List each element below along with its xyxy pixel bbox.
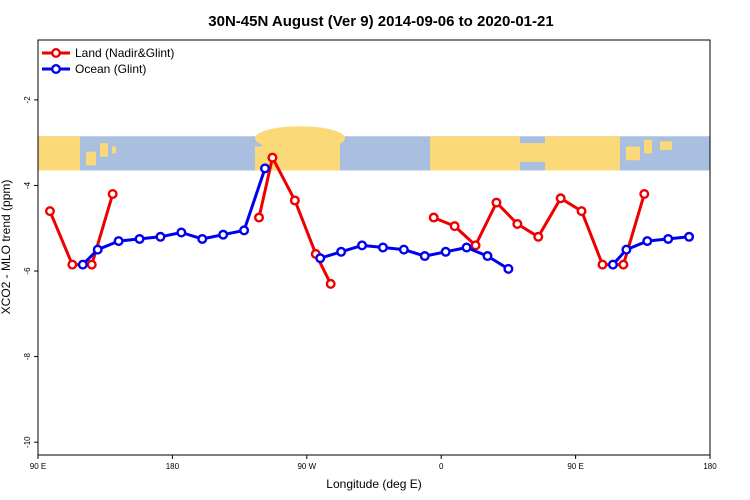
data-point bbox=[503, 263, 514, 274]
data-point bbox=[218, 229, 229, 240]
x-tick-label: 180 bbox=[703, 462, 717, 471]
data-point bbox=[155, 231, 166, 242]
data-point bbox=[607, 259, 618, 270]
y-tick-label: -6 bbox=[23, 267, 32, 275]
map-land-block bbox=[520, 143, 545, 162]
map-land-block bbox=[255, 126, 345, 151]
legend: Land (Nadir&Glint) Ocean (Glint) bbox=[42, 46, 174, 76]
map-land-block bbox=[100, 143, 108, 157]
map-land bbox=[38, 126, 672, 171]
y-tick-label: -8 bbox=[23, 352, 32, 360]
legend-marker-land bbox=[51, 48, 62, 59]
y-axis: -2 -4 -6 -8 -10 bbox=[23, 96, 38, 448]
series-line bbox=[319, 243, 510, 271]
data-point bbox=[315, 253, 326, 264]
data-point bbox=[428, 212, 439, 223]
data-point bbox=[77, 259, 88, 270]
data-point bbox=[336, 246, 347, 257]
legend-label-land: Land (Nadir&Glint) bbox=[75, 46, 174, 60]
series-line bbox=[48, 193, 115, 267]
series-layer bbox=[44, 152, 695, 289]
legend-label-ocean: Ocean (Glint) bbox=[75, 62, 146, 76]
data-point bbox=[67, 259, 78, 270]
series-0 bbox=[44, 152, 650, 289]
x-tick-label: 90 E bbox=[567, 462, 583, 471]
map-strip bbox=[38, 126, 710, 171]
legend-item-ocean: Ocean (Glint) bbox=[42, 62, 146, 76]
data-point bbox=[512, 218, 523, 229]
data-point bbox=[377, 242, 388, 253]
data-point bbox=[92, 244, 103, 255]
data-point bbox=[107, 189, 118, 200]
map-land-block bbox=[430, 136, 520, 171]
x-tick-label: 90 W bbox=[297, 462, 316, 471]
map-land-block bbox=[644, 139, 652, 154]
legend-item-land: Land (Nadir&Glint) bbox=[42, 46, 174, 60]
data-point bbox=[597, 259, 608, 270]
data-point bbox=[491, 197, 502, 208]
data-point bbox=[639, 189, 650, 200]
data-point bbox=[419, 251, 430, 262]
data-point bbox=[555, 193, 566, 204]
data-point bbox=[440, 246, 451, 257]
chart-title: 30N-45N August (Ver 9) 2014-09-06 to 202… bbox=[208, 13, 553, 30]
data-point bbox=[533, 231, 544, 242]
y-axis-label: XCO2 - MLO trend (ppm) bbox=[0, 180, 13, 315]
series-line bbox=[433, 193, 646, 267]
data-point bbox=[621, 244, 632, 255]
map-land-block bbox=[545, 136, 620, 171]
data-point bbox=[254, 212, 265, 223]
data-point bbox=[449, 221, 460, 232]
data-point bbox=[267, 152, 278, 163]
map-land-block bbox=[112, 146, 116, 154]
data-point bbox=[398, 244, 409, 255]
legend-marker-ocean bbox=[51, 63, 62, 74]
x-tick-label: 0 bbox=[439, 462, 444, 471]
plot-frame bbox=[37, 39, 711, 456]
data-point bbox=[86, 259, 97, 270]
map-land-block bbox=[626, 146, 640, 161]
data-point bbox=[113, 236, 124, 247]
map-land-block bbox=[660, 141, 672, 150]
y-tick-label: -2 bbox=[23, 96, 32, 104]
series-line bbox=[81, 167, 267, 266]
data-point bbox=[357, 240, 368, 251]
data-point bbox=[642, 236, 653, 247]
data-point bbox=[684, 231, 695, 242]
data-point bbox=[618, 259, 629, 270]
map-land-block bbox=[255, 146, 265, 171]
map-land-block bbox=[38, 136, 80, 171]
data-point bbox=[259, 163, 270, 174]
data-point bbox=[197, 233, 208, 244]
data-point bbox=[239, 225, 250, 236]
x-tick-label: 90 E bbox=[30, 462, 46, 471]
y-tick-label: -4 bbox=[23, 181, 32, 189]
data-point bbox=[470, 240, 481, 251]
x-axis: 90 E 180 90 W 0 90 E 180 bbox=[30, 455, 717, 471]
data-point bbox=[134, 233, 145, 244]
data-point bbox=[576, 206, 587, 217]
data-point bbox=[289, 195, 300, 206]
series-1 bbox=[77, 163, 695, 274]
series-line bbox=[257, 156, 333, 285]
y-tick-label: -10 bbox=[23, 436, 32, 448]
data-point bbox=[44, 206, 55, 217]
x-axis-label: Longitude (deg E) bbox=[326, 477, 421, 491]
data-point bbox=[663, 233, 674, 244]
map-land-block bbox=[86, 151, 96, 166]
data-point bbox=[482, 251, 493, 262]
data-point bbox=[176, 227, 187, 238]
data-point bbox=[461, 242, 472, 253]
x-tick-label: 180 bbox=[166, 462, 180, 471]
data-point bbox=[325, 278, 336, 289]
